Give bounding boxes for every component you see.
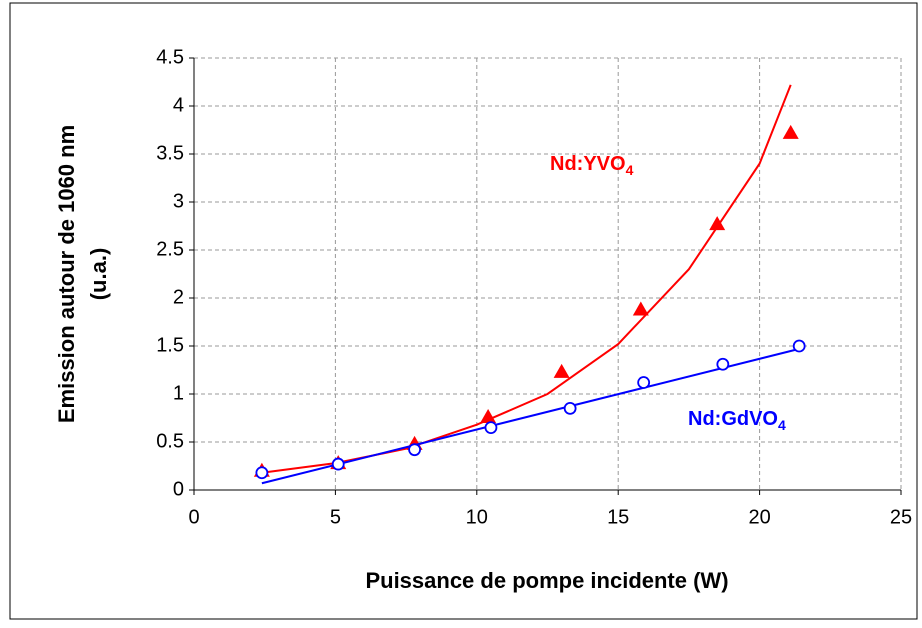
data-point	[255, 466, 269, 480]
x-axis-label: Puissance de pompe incidente (W)	[365, 568, 728, 593]
y-tick-label: 1	[173, 382, 184, 404]
y-tick-label: 3.5	[156, 142, 184, 164]
y-axis-label: (u.a.)	[86, 248, 111, 301]
x-tick-label: 25	[890, 506, 912, 528]
series-subscript: 4	[778, 417, 786, 433]
series-label: Nd:GdVO4	[688, 408, 786, 432]
x-tick-label: 0	[188, 506, 199, 528]
data-point	[408, 443, 421, 457]
data-point	[637, 376, 651, 389]
data-point	[716, 357, 730, 371]
y-tick-label: 2.5	[156, 238, 184, 260]
y-tick-label: 1.5	[156, 334, 184, 356]
data-point	[632, 301, 649, 316]
y-tick-label: 2	[173, 286, 184, 308]
fit-line	[261, 347, 800, 485]
y-tick-label: 4	[173, 94, 184, 116]
data-point	[709, 216, 726, 231]
series-name: Nd:YVO	[550, 153, 626, 175]
chart-frame	[9, 2, 918, 620]
x-tick-label: 15	[607, 506, 629, 528]
y-tick-label: 4.5	[156, 46, 184, 68]
series-subscript: 4	[626, 162, 634, 178]
data-point	[563, 401, 577, 415]
x-tick-label: 5	[330, 506, 341, 528]
x-tick-label: 10	[466, 506, 488, 528]
data-point	[553, 363, 570, 378]
data-point	[331, 457, 345, 471]
y-tick-label: 0	[173, 478, 184, 500]
x-tick-label: 20	[748, 506, 770, 528]
data-point	[484, 421, 498, 435]
y-tick-label: 0.5	[156, 430, 184, 452]
data-point	[480, 409, 497, 424]
y-axis-label: Emission autour de 1060 nm	[54, 125, 79, 423]
series-label: Nd:YVO4	[550, 153, 634, 177]
y-tick-label: 3	[173, 190, 184, 212]
series-name: Nd:GdVO	[688, 408, 778, 430]
data-point	[782, 124, 799, 139]
data-point	[792, 339, 806, 353]
